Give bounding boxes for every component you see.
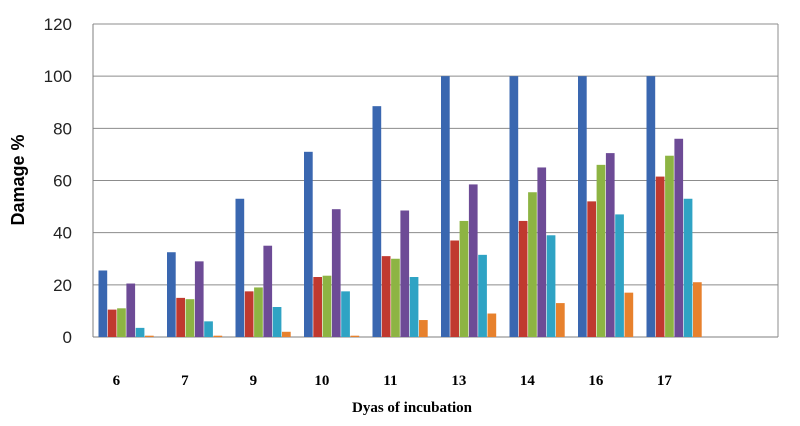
bar-day14-series2 — [518, 220, 528, 337]
x-tick-label: 11 — [383, 373, 397, 389]
y-tick-label: 20 — [53, 276, 72, 295]
bar-day9-series5 — [272, 307, 282, 337]
bar-day13-series2 — [450, 240, 459, 337]
bar-day13-series5 — [478, 254, 487, 337]
bar-day11-series3 — [391, 258, 400, 337]
bar-day14-series4 — [537, 167, 547, 337]
y-tick-label: 100 — [44, 67, 72, 86]
bar-day16-series2 — [587, 201, 596, 337]
bar-day17-series1 — [646, 76, 656, 338]
bar-day11-series2 — [381, 256, 391, 337]
bars — [98, 76, 702, 338]
bar-day11-series6 — [419, 320, 428, 337]
x-tick-label: 14 — [520, 373, 536, 389]
bar-day17-series5 — [683, 198, 693, 337]
bar-day6-series3 — [117, 308, 126, 337]
bar-day10-series1 — [304, 151, 313, 337]
x-tick-label: 6 — [113, 373, 121, 389]
bar-day17-series4 — [674, 138, 684, 337]
bar-day6-series4 — [126, 283, 136, 337]
x-tick-label: 7 — [181, 373, 189, 389]
grid-lines — [92, 23, 779, 338]
bar-day16-series4 — [605, 153, 615, 337]
bar-day17-series2 — [655, 176, 665, 337]
bar-day14-series6 — [556, 303, 565, 337]
bar-day17-series3 — [665, 155, 674, 337]
y-tick-label: 120 — [44, 15, 72, 34]
bar-day6-series2 — [107, 309, 117, 337]
y-tick-label: 80 — [53, 119, 72, 138]
bar-day7-series4 — [194, 261, 204, 337]
bar-day6-series5 — [135, 327, 145, 337]
x-tick-label: 16 — [588, 373, 604, 389]
bar-day16-series3 — [596, 164, 606, 337]
bar-day6-series6 — [145, 335, 154, 337]
bar-day6-series1 — [98, 270, 108, 337]
bar-day10-series3 — [322, 275, 332, 337]
bar-day9-series3 — [254, 287, 263, 337]
bar-day11-series5 — [409, 277, 419, 337]
x-axis-label: Dyas of incubation — [352, 400, 473, 416]
bar-day13-series6 — [487, 313, 497, 337]
y-tick-label: 0 — [63, 328, 72, 347]
bar-day13-series1 — [441, 76, 450, 338]
bar-day9-series1 — [235, 198, 245, 337]
bar-day14-series3 — [528, 192, 537, 337]
bar-day10-series6 — [350, 335, 360, 337]
bar-day10-series2 — [313, 277, 322, 337]
bar-day16-series6 — [624, 292, 634, 337]
bar-day9-series4 — [263, 245, 273, 337]
bar-day7-series3 — [185, 299, 195, 337]
bar-day10-series4 — [331, 209, 341, 337]
y-axis-label: Damage % — [8, 134, 28, 225]
y-tick-label: 60 — [53, 172, 72, 191]
x-tick-label: 13 — [451, 373, 466, 389]
bar-day9-series2 — [244, 291, 254, 337]
y-tick-labels: 0 20 40 60 80 100 120 — [44, 15, 72, 347]
bar-day14-series5 — [546, 235, 556, 337]
bar-day14-series1 — [509, 76, 519, 338]
bar-day13-series4 — [468, 184, 478, 337]
bar-day11-series4 — [400, 210, 410, 337]
x-tick-label: 17 — [657, 373, 673, 389]
bar-day16-series5 — [615, 214, 624, 337]
bar-day7-series1 — [167, 252, 176, 337]
bar-day16-series1 — [578, 76, 587, 338]
x-tick-label: 10 — [314, 373, 329, 389]
x-tick-label: 9 — [250, 373, 258, 389]
bar-day7-series6 — [213, 335, 223, 337]
bar-day7-series5 — [204, 321, 213, 337]
bar-day17-series6 — [693, 282, 702, 337]
y-tick-label: 40 — [53, 224, 72, 243]
bar-day11-series1 — [372, 106, 382, 337]
bar-day10-series5 — [341, 291, 350, 337]
bar-day9-series6 — [282, 331, 291, 337]
bar-day7-series2 — [176, 297, 185, 337]
bar-day13-series3 — [459, 220, 469, 337]
x-tick-labels: 6 7 9 10 11 13 14 16 17 — [113, 373, 673, 389]
